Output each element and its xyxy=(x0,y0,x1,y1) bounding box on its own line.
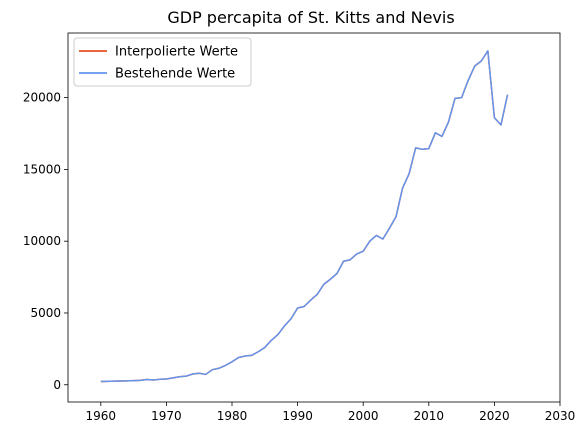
y-tick-label: 10000 xyxy=(23,234,61,248)
x-tick-label: 2010 xyxy=(414,409,445,423)
x-tick-label: 2030 xyxy=(545,409,576,423)
x-axis: 1960 1970 1980 1990 2000 2010 2020 2030 xyxy=(86,402,576,423)
x-tick-label: 2020 xyxy=(479,409,510,423)
x-tick-label: 1990 xyxy=(282,409,313,423)
y-tick-label: 0 xyxy=(53,378,61,392)
legend: Interpolierte Werte Bestehende Werte xyxy=(73,37,252,87)
y-axis: 0 5000 10000 15000 20000 xyxy=(23,91,68,392)
series-line-1 xyxy=(100,50,509,383)
legend-label-2: Bestehende Werte xyxy=(115,67,235,82)
legend-box xyxy=(73,37,252,87)
x-tick-label: 1970 xyxy=(151,409,182,423)
plot-area-frame xyxy=(67,32,561,403)
chart-title: GDP percapita of St. Kitts and Nevis xyxy=(167,8,454,27)
y-tick-label: 5000 xyxy=(30,306,61,320)
y-tick-label: 20000 xyxy=(23,91,61,105)
y-tick-label: 15000 xyxy=(23,162,61,176)
x-tick-label: 1960 xyxy=(86,409,117,423)
legend-label-1: Interpolierte Werte xyxy=(115,45,238,60)
x-tick-label: 2000 xyxy=(348,409,379,423)
series-line-2 xyxy=(100,50,509,383)
x-tick-label: 1980 xyxy=(217,409,248,423)
